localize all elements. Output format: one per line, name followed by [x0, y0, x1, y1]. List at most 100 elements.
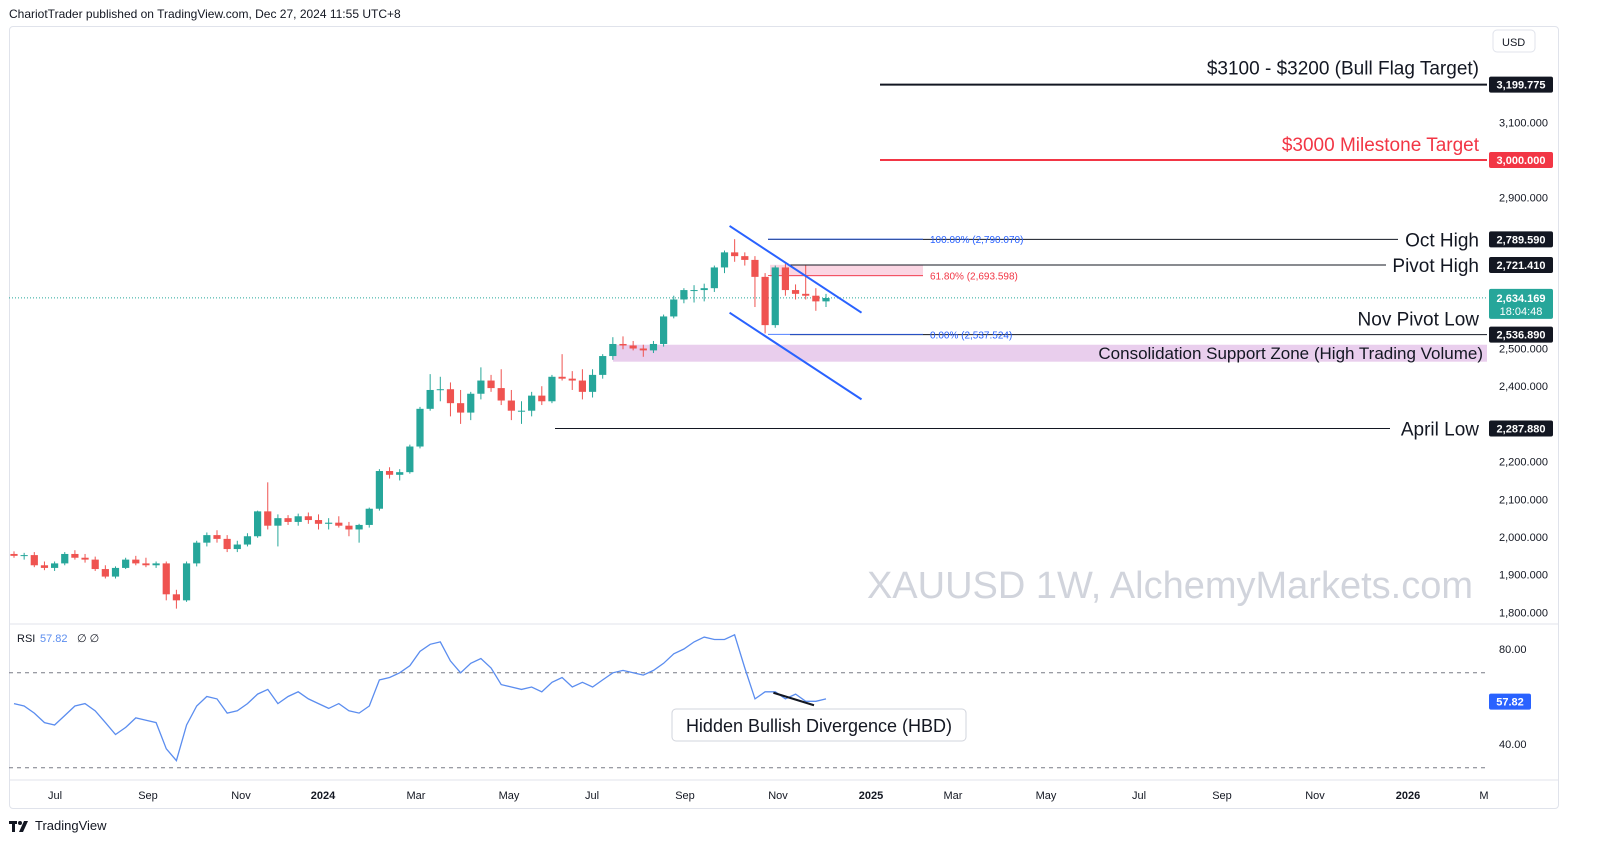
publish-info: ChariotTrader published on TradingView.c… [9, 7, 401, 21]
candle-body [406, 446, 414, 473]
candle-body [101, 569, 109, 577]
price-tag [1489, 326, 1553, 343]
y-tick-label: 2,900.000 [1499, 193, 1548, 205]
hbd-label: Hidden Bullish Divergence (HBD) [686, 716, 952, 736]
y-tick-label: 2,000.000 [1499, 532, 1548, 544]
candle-body [172, 594, 180, 601]
current-price-text: 2,634.169 [1497, 293, 1546, 305]
candle-body [61, 553, 69, 564]
candle-body [690, 290, 698, 292]
rsi-current-tag [1489, 693, 1531, 710]
x-tick-label: M [1479, 790, 1488, 802]
rsi-pane [9, 633, 1487, 769]
x-axis: Jul Sep Nov 2024 Mar May Jul Sep Nov 2025 Mar May Ju… [48, 790, 1489, 802]
rsi-line [13, 633, 827, 762]
candle-body [233, 544, 241, 550]
price-tag-text: 2,287.880 [1497, 423, 1546, 435]
candle-body [264, 511, 272, 526]
rsi-indicator-label[interactable]: RSI [17, 633, 35, 645]
price-tag [1489, 420, 1553, 437]
candle-body [10, 553, 18, 556]
candle-body [710, 267, 718, 289]
level-label-oct-high: Oct High [1405, 230, 1479, 251]
price-tag [1489, 257, 1553, 274]
hbd-annotation[interactable]: Hidden Bullish Divergence (HBD) [671, 708, 967, 742]
x-tick-label: Mar [407, 790, 426, 802]
currency-box[interactable] [1492, 29, 1536, 53]
candle-body [761, 276, 769, 326]
candle-body [142, 563, 150, 566]
candle-body [182, 563, 191, 601]
price-tag [1489, 231, 1553, 248]
rsi-tick-label: 40.00 [1499, 739, 1527, 751]
candle-body [20, 555, 28, 557]
candle-body [619, 343, 627, 346]
candle-body [365, 508, 373, 525]
candle-body [578, 380, 586, 392]
support-zone [613, 344, 1487, 362]
candle-body [345, 525, 353, 530]
rsi-current-text: 57.82 [1496, 697, 1524, 709]
candle-body [396, 472, 404, 475]
level-label-pivot-high: Pivot High [1392, 256, 1479, 277]
rsi-extra-text: ∅ ∅ [77, 633, 99, 645]
x-tick-label: Sep [675, 790, 695, 802]
candle-body [670, 299, 678, 317]
fib-layer: 100.00% (2,790.070) 61.80% (2,693.598) 0.0… [768, 235, 1023, 341]
candle-body [304, 516, 312, 521]
x-tick-label: May [499, 790, 520, 802]
candle-body [639, 348, 647, 351]
fib-label: 0.00% (2,537.524) [930, 330, 1012, 341]
x-tick-label: 2025 [859, 790, 883, 802]
candle-body [741, 256, 749, 260]
channel-lower-line[interactable] [729, 311, 863, 401]
candle-body [355, 524, 363, 530]
candle-body [426, 389, 434, 409]
candle-body [588, 374, 597, 392]
rsi-value-text: 57.82 [40, 633, 68, 645]
current-price-tag [1489, 288, 1553, 319]
candle-body [548, 376, 556, 402]
candle-body [609, 343, 617, 357]
price-tags: 3,199.775 3,000.000 2,789.590 2,721.410 2,53… [1489, 76, 1553, 437]
candle-body [822, 297, 830, 302]
price-tag [1489, 152, 1553, 168]
x-tick-label: Nov [231, 790, 251, 802]
price-tag-text: 3,199.775 [1497, 80, 1546, 92]
candle-body [132, 559, 140, 564]
x-tick-label: Nov [1305, 790, 1325, 802]
candle-body [436, 389, 444, 391]
chart-frame [9, 26, 1559, 809]
candle-body [325, 522, 333, 524]
fib-label: 100.00% (2,790.070) [930, 235, 1023, 246]
candle-body [528, 395, 536, 411]
candle-body [416, 408, 424, 447]
price-tag-text: 2,721.410 [1497, 260, 1546, 272]
candle-body [507, 400, 515, 411]
candle-body [213, 535, 221, 539]
footer[interactable]: TradingView [9, 814, 107, 838]
divergence-line [773, 691, 815, 707]
level-label-milestone-target: $3000 Milestone Target [1282, 135, 1480, 156]
x-tick-label: May [1036, 790, 1057, 802]
price-tag-text: 2,536.890 [1497, 330, 1546, 342]
channel-upper-line[interactable] [729, 225, 863, 314]
candle-body [51, 563, 59, 568]
y-tick-label: 2,400.000 [1499, 381, 1548, 393]
candle-body [71, 553, 79, 558]
watermark: XAUUSD 1W, AlchemyMarkets.com [867, 565, 1473, 607]
candle-body [243, 536, 252, 545]
candle-body [629, 345, 637, 349]
candle-body [568, 378, 576, 381]
candle-body [457, 403, 465, 413]
rsi-tick-label: 80.00 [1499, 644, 1527, 656]
tradingview-logo-icon [9, 821, 28, 832]
level-labels: $3100 - $3200 (Bull Flag Target) $3000 Mi… [1098, 59, 1483, 441]
y-tick-label: 2,500.000 [1499, 344, 1548, 356]
candle-body [122, 559, 130, 568]
candle-body [538, 395, 546, 402]
candle-body [294, 516, 302, 522]
y-tick-label: 3,100.000 [1499, 117, 1548, 129]
candle-body [335, 522, 343, 526]
